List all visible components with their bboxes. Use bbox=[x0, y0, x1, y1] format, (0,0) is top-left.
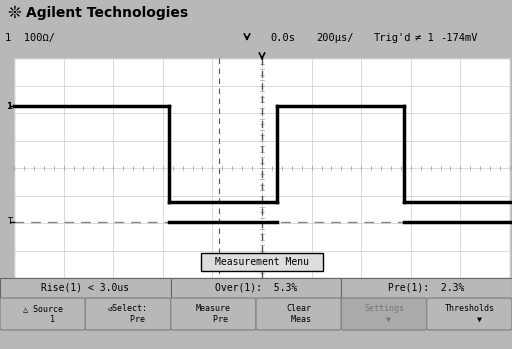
Text: 1: 1 bbox=[6, 102, 12, 111]
Bar bbox=[14, 58, 510, 278]
Bar bbox=[0, 278, 170, 298]
Text: Settings
  ▼: Settings ▼ bbox=[364, 304, 404, 324]
Text: Trig'd: Trig'd bbox=[374, 33, 412, 43]
FancyBboxPatch shape bbox=[201, 253, 323, 271]
FancyBboxPatch shape bbox=[256, 298, 342, 330]
Text: Rise(1) < 3.0us: Rise(1) < 3.0us bbox=[41, 283, 130, 293]
Text: Measure
   Pre: Measure Pre bbox=[196, 304, 231, 324]
Text: 1  100Ω/: 1 100Ω/ bbox=[5, 33, 55, 43]
Text: ↺Select:
    Pre: ↺Select: Pre bbox=[108, 304, 148, 324]
Bar bbox=[342, 278, 512, 298]
Text: ❊: ❊ bbox=[7, 4, 21, 22]
Text: Agilent Technologies: Agilent Technologies bbox=[26, 6, 188, 20]
FancyBboxPatch shape bbox=[342, 298, 426, 330]
Bar bbox=[170, 278, 342, 298]
FancyBboxPatch shape bbox=[86, 298, 170, 330]
Text: T: T bbox=[7, 217, 12, 227]
Text: -174mV: -174mV bbox=[440, 33, 478, 43]
Text: Over(1):  5.3%: Over(1): 5.3% bbox=[215, 283, 297, 293]
Text: △ Source
    1: △ Source 1 bbox=[23, 304, 62, 324]
FancyBboxPatch shape bbox=[0, 298, 86, 330]
Text: 0.0s: 0.0s bbox=[270, 33, 295, 43]
Text: Thresholds
    ▼: Thresholds ▼ bbox=[444, 304, 494, 324]
Text: Pre(1):  2.3%: Pre(1): 2.3% bbox=[389, 283, 465, 293]
FancyBboxPatch shape bbox=[426, 298, 512, 330]
Text: ≠ 1: ≠ 1 bbox=[415, 33, 434, 43]
Bar bbox=[0, 0, 512, 28]
Text: Clear
 Meas: Clear Meas bbox=[286, 304, 311, 324]
Text: 200μs/: 200μs/ bbox=[316, 33, 353, 43]
FancyBboxPatch shape bbox=[170, 298, 256, 330]
Text: Measurement Menu: Measurement Menu bbox=[215, 257, 309, 267]
